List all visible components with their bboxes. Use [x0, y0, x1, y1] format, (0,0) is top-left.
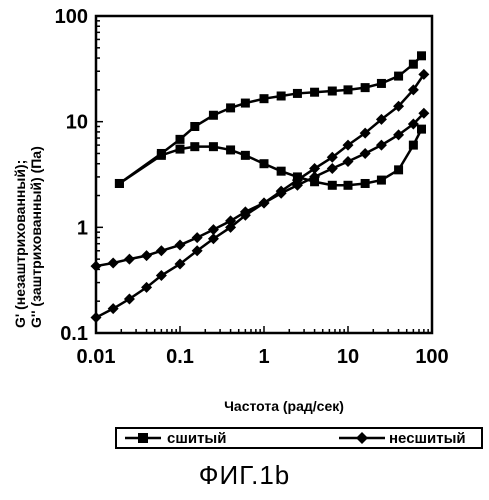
diamond-marker-icon: [337, 431, 387, 445]
data-point-square: [226, 103, 235, 112]
data-point-diamond: [327, 163, 338, 174]
data-point-square: [394, 72, 403, 81]
data-point-square: [293, 89, 302, 98]
data-point-square: [377, 176, 386, 185]
y-tick-label: 100: [55, 6, 88, 28]
data-point-diamond: [108, 303, 119, 314]
data-point-diamond: [91, 312, 102, 323]
data-point-square: [277, 167, 286, 176]
y-tick-label: 0.1: [60, 323, 88, 345]
data-point-diamond: [175, 240, 186, 251]
y-tick-label: 10: [66, 112, 88, 134]
legend: сшитый несшитый: [115, 427, 483, 449]
data-point-square: [394, 165, 403, 174]
data-point-square: [409, 141, 418, 150]
data-point-square: [241, 151, 250, 160]
legend-entry-noncrosslinked: несшитый: [337, 429, 466, 447]
data-point-diamond: [376, 140, 387, 151]
data-point-diamond: [360, 148, 371, 159]
square-marker-icon: [123, 431, 163, 445]
y-tick-label: 1: [77, 217, 88, 239]
data-point-square: [190, 142, 199, 151]
x-tick-label: 0.1: [166, 346, 194, 368]
data-point-diamond: [156, 245, 167, 256]
data-point-diamond: [208, 224, 219, 235]
data-point-square: [209, 111, 218, 120]
data-point-diamond: [192, 232, 203, 243]
data-point-square: [115, 179, 124, 188]
data-point-square: [377, 79, 386, 88]
data-point-square: [310, 88, 319, 97]
legend-label-noncrosslinked: несшитый: [389, 430, 466, 447]
legend-label-crosslinked: сшитый: [167, 430, 226, 447]
data-point-diamond: [343, 156, 354, 167]
data-point-square: [417, 125, 426, 134]
data-point-square: [409, 60, 418, 69]
x-tick-label: 100: [415, 346, 448, 368]
series-line-noncrosslinked-gprime: [96, 74, 424, 317]
x-tick-label: 1: [258, 346, 269, 368]
legend-entry-crosslinked: сшитый: [123, 429, 226, 447]
data-point-diamond: [124, 254, 135, 265]
data-point-square: [344, 85, 353, 94]
data-point-square: [260, 94, 269, 103]
figure-caption: ФИГ.1b: [0, 460, 489, 491]
y-axis-label: G' (незаштрихованный); G'' (заштрихованн…: [8, 60, 48, 330]
data-point-square: [176, 145, 185, 154]
data-point-square: [176, 135, 185, 144]
data-point-square: [344, 181, 353, 190]
data-point-square: [361, 179, 370, 188]
data-point-diamond: [108, 257, 119, 268]
data-point-square: [157, 151, 166, 160]
x-tick-label: 0.01: [77, 346, 116, 368]
series-line-noncrosslinked-gdoubleprime: [96, 113, 424, 266]
y-axis-label-line-1: G' (незаштрихованный);: [12, 160, 28, 328]
data-point-diamond: [141, 250, 152, 261]
data-point-square: [328, 87, 337, 96]
y-axis-label-line-2: G'' (заштрихованный) (Па): [28, 146, 44, 328]
x-tick-label: 10: [337, 346, 359, 368]
data-point-square: [190, 122, 199, 131]
data-point-square: [417, 51, 426, 60]
data-point-square: [209, 142, 218, 151]
data-point-square: [241, 99, 250, 108]
data-point-square: [260, 159, 269, 168]
x-axis-label: Частота (рад/сек): [224, 398, 344, 414]
data-point-square: [277, 91, 286, 100]
data-point-square: [328, 181, 337, 190]
data-point-square: [361, 83, 370, 92]
data-point-square: [226, 145, 235, 154]
